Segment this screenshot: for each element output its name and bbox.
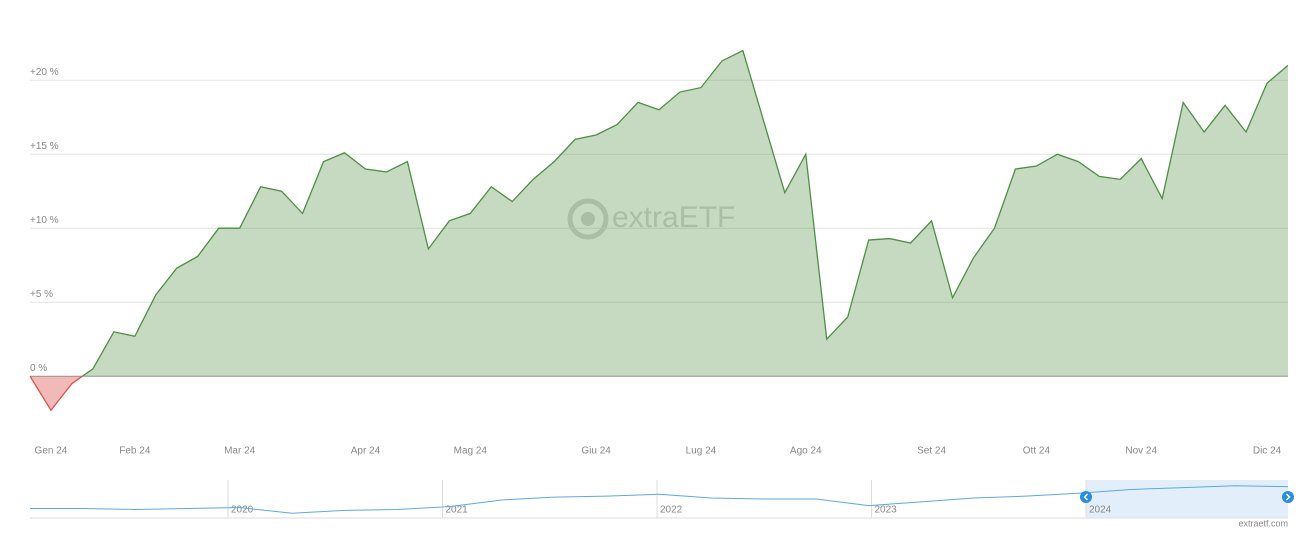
x-tick-label: Ott 24 xyxy=(1023,446,1051,457)
x-tick-label: Dic 24 xyxy=(1253,446,1282,457)
x-tick-label: Feb 24 xyxy=(119,446,151,457)
navigator-handle-arrow xyxy=(1083,493,1089,501)
navigator-label: 2023 xyxy=(875,505,898,516)
x-tick-label: Nov 24 xyxy=(1125,446,1157,457)
navigator-line xyxy=(30,485,1289,514)
watermark-logo xyxy=(581,212,595,226)
y-tick-label: +20 % xyxy=(30,67,59,78)
x-tick-label: Apr 24 xyxy=(351,446,381,457)
navigator-label: 2020 xyxy=(231,505,254,516)
x-tick-label: Mag 24 xyxy=(454,446,488,457)
y-tick-label: +15 % xyxy=(30,141,59,152)
y-tick-label: +5 % xyxy=(30,289,53,300)
y-tick-label: +10 % xyxy=(30,215,59,226)
x-tick-label: Ago 24 xyxy=(790,446,822,457)
navigator-label: 2024 xyxy=(1089,505,1112,516)
area-negative xyxy=(30,376,83,411)
area-positive xyxy=(30,50,1288,377)
navigator-handle-arrow xyxy=(1285,493,1291,501)
x-tick-label: Lug 24 xyxy=(686,446,717,457)
navigator-label: 2022 xyxy=(660,505,683,516)
navigator-handle[interactable] xyxy=(1282,491,1294,503)
credit: extraetf.com xyxy=(1238,518,1288,528)
navigator-label: 2021 xyxy=(446,505,469,516)
watermark-logo xyxy=(567,198,609,240)
x-tick-label: Gen 24 xyxy=(35,446,68,457)
y-tick-label: 0 % xyxy=(30,363,47,374)
x-tick-label: Giu 24 xyxy=(581,446,611,457)
line-positive xyxy=(29,49,1289,377)
x-tick-label: Set 24 xyxy=(917,446,946,457)
navigator-handle[interactable] xyxy=(1080,491,1092,503)
x-tick-label: Mar 24 xyxy=(224,446,256,457)
